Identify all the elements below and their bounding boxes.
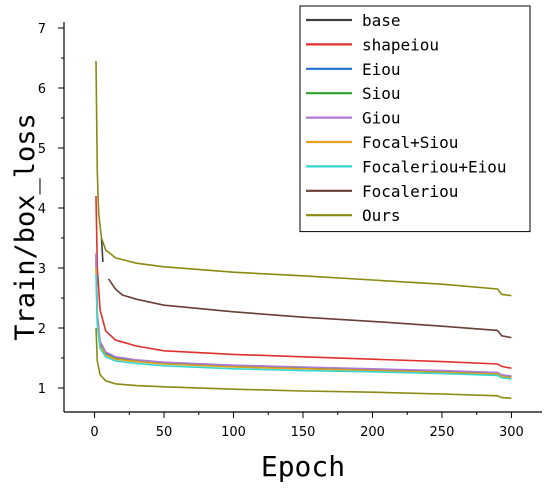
y-tick-label: 7 (38, 22, 46, 37)
series-line-ours-lower (95, 327, 512, 399)
series-line-focaleriou-eiou (95, 273, 512, 380)
series-line-base (100, 237, 104, 263)
series-line-giou (95, 252, 512, 377)
x-axis-title: Epoch (261, 450, 345, 483)
legend-label-ours: Ours (362, 206, 401, 225)
y-tick-label: 4 (38, 202, 46, 217)
x-tick-label: 250 (430, 425, 455, 440)
x-tick-label: 200 (360, 425, 385, 440)
y-tick-label: 6 (38, 82, 46, 97)
x-tick-label: 0 (90, 425, 98, 440)
legend-label-focaleriou-eiou: Focaleriou+Eiou (362, 157, 507, 176)
x-tick-label: 50 (156, 425, 173, 440)
series-line-focaleriou (107, 278, 512, 339)
plot-area (95, 60, 512, 399)
y-tick-label: 5 (38, 142, 46, 157)
series-line-eiou (95, 255, 512, 378)
x-tick-label: 300 (499, 425, 524, 440)
legend: base shapeiou Eiou Siou Giou Focal+Siou Focale… (299, 5, 531, 233)
legend-label-siou: Siou (362, 84, 401, 103)
y-tick-label: 3 (38, 262, 46, 277)
legend-label-base: base (362, 11, 401, 30)
y-tick-label: 1 (38, 382, 46, 397)
axes: 0 50 100 150 200 250 300 1 2 3 4 5 6 7 Epoch Train/box_… (10, 22, 542, 483)
legend-label-eiou: Eiou (362, 60, 401, 79)
legend-label-focal-siou: Focal+Siou (362, 133, 458, 152)
x-tick-label: 150 (291, 425, 316, 440)
series-line-ours (95, 60, 512, 297)
series-line-focal-siou (95, 267, 512, 379)
y-tick-label: 2 (38, 322, 46, 337)
legend-label-shapeiou: shapeiou (362, 35, 439, 54)
series-line-shapeiou (95, 195, 512, 369)
legend-label-focaleriou: Focaleriou (362, 182, 458, 201)
y-axis-title: Train/box_loss (10, 113, 41, 341)
series-line-siou (95, 261, 512, 378)
x-tick-label: 100 (221, 425, 246, 440)
legend-label-giou: Giou (362, 109, 401, 128)
